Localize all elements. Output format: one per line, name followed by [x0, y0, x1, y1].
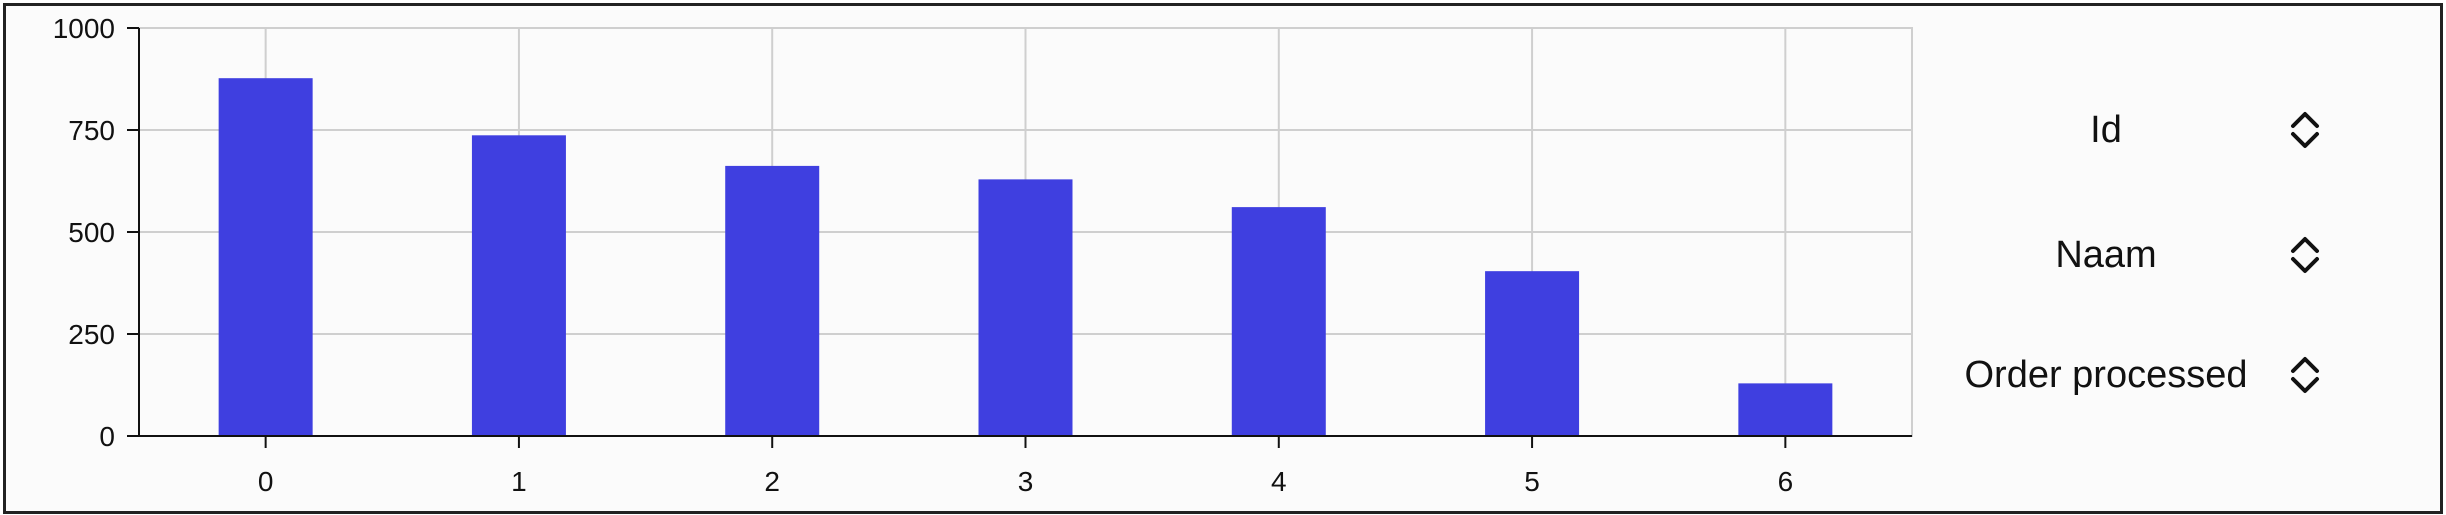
sort-by-id[interactable]: Id [1941, 98, 2371, 162]
sort-label-order-processed: Order processed [1964, 353, 2248, 396]
sort-panel: Id Naam Order processed [1941, 6, 2371, 511]
bar [1231, 207, 1326, 436]
x-tick-label: 2 [764, 466, 780, 497]
bar [471, 135, 566, 436]
y-tick-label: 1000 [53, 13, 115, 44]
y-tick-label: 500 [68, 217, 115, 248]
x-tick-label: 0 [258, 466, 274, 497]
bar-chart: 0 250 500 750 1000 0 1 2 3 4 5 6 [53, 13, 1913, 497]
x-tick-label: 5 [1524, 466, 1540, 497]
sort-by-naam[interactable]: Naam [1941, 223, 2371, 287]
sort-by-order-processed[interactable]: Order processed [1941, 343, 2371, 407]
x-tick-label: 3 [1018, 466, 1034, 497]
y-tick-label: 750 [68, 115, 115, 146]
bar [218, 78, 313, 437]
bar [1485, 271, 1580, 436]
y-tick-label: 250 [68, 319, 115, 350]
sort-updown-icon[interactable] [2285, 106, 2325, 154]
sort-label-naam: Naam [2055, 233, 2157, 276]
x-tick-label: 4 [1271, 466, 1287, 497]
x-tick-label: 6 [1778, 466, 1794, 497]
bar [1738, 383, 1833, 436]
bar [978, 179, 1073, 437]
y-tick-label: 0 [99, 421, 115, 452]
bar [725, 165, 820, 437]
sort-label-id: Id [2090, 108, 2122, 151]
sort-updown-icon[interactable] [2285, 231, 2325, 279]
x-tick-label: 1 [511, 466, 527, 497]
sort-updown-icon[interactable] [2285, 351, 2325, 399]
chart-frame: 0 250 500 750 1000 0 1 2 3 4 5 6 Id Naam Order proc… [3, 3, 2443, 514]
